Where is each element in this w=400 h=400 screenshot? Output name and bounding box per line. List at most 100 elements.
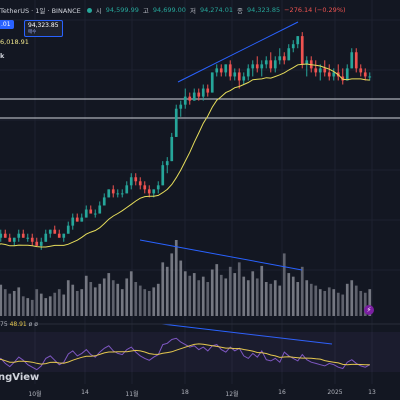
candle-body (233, 72, 237, 77)
candle-body (62, 233, 66, 238)
volume-bar (8, 293, 12, 316)
volume-bar (318, 289, 322, 316)
volume-bar (183, 271, 187, 316)
flash-icon[interactable]: ⚡ (364, 305, 374, 315)
volume-bar (233, 273, 237, 316)
candle-body (260, 64, 264, 69)
volume-bar (332, 289, 336, 316)
volume-bar (165, 266, 169, 316)
candle-body (192, 92, 196, 101)
candle-body (305, 60, 309, 65)
candle-body (57, 233, 61, 238)
x-tick-label: 2025 (327, 389, 343, 396)
rsi-label: 75 48.91 ø ø (0, 321, 38, 328)
volume-bar (57, 289, 61, 316)
volume-bar (228, 266, 232, 316)
candle-body (143, 185, 147, 190)
volume-bar (368, 289, 372, 316)
volume-bar (143, 289, 147, 316)
volume-bar (224, 278, 228, 316)
x-axis: 10월 14 11월 18 12월 16 2025 13 (0, 384, 400, 400)
candle-body (44, 233, 48, 242)
volume-bar (287, 273, 291, 316)
tradingview-logo: ngView (0, 372, 40, 383)
close-key: 종 (237, 7, 244, 15)
volume-bar (75, 290, 79, 316)
candle-body (179, 104, 183, 109)
volume-bar (66, 280, 70, 316)
x-tick-label: 11월 (125, 391, 139, 398)
candle-body (318, 68, 322, 73)
volume-bar (48, 296, 52, 316)
volume-bar (246, 280, 250, 316)
candle-body (188, 96, 192, 101)
change-value: −276.14 (−0.29%) (284, 6, 346, 14)
candle-body (71, 217, 75, 226)
candle-body (354, 52, 358, 69)
volume-bar (206, 282, 210, 316)
volume-bar (314, 285, 318, 316)
volume-bar (89, 282, 93, 316)
volume-bar (269, 283, 273, 316)
volume-bar (125, 278, 129, 316)
candle-body (125, 185, 129, 194)
volume-bar (111, 280, 115, 316)
volume-bar (323, 290, 327, 316)
sell-price-box[interactable]: .01 (0, 20, 14, 29)
volume-bar (242, 276, 246, 316)
candle-body (273, 60, 277, 69)
volume-bar (350, 280, 354, 316)
volume-bar (84, 275, 88, 316)
k-label: k (0, 52, 5, 60)
candle-body (264, 60, 268, 65)
candle-body (323, 68, 327, 73)
volume-bar (296, 282, 300, 316)
candle-body (39, 241, 43, 246)
chart-header: TetherUS · 1일 · BINANCE 시 94,599.99 고 94,6… (0, 3, 346, 17)
candle-body (368, 76, 372, 78)
volume-bar (107, 273, 111, 316)
candle-body (116, 193, 120, 195)
symbol-label: TetherUS · 1일 · BINANCE (0, 7, 81, 15)
volume-bar (305, 280, 309, 316)
candle-body (48, 229, 52, 234)
volume-bar (35, 289, 39, 316)
rsi-line (0, 337, 371, 371)
volume-bar (129, 271, 133, 316)
volume-bar (179, 260, 183, 316)
volume-bar (39, 293, 43, 316)
volume-bar (71, 284, 75, 316)
volume-bar (12, 290, 16, 316)
volume-bar (138, 285, 142, 316)
volume-bar (188, 275, 192, 316)
volume-bar (197, 280, 201, 316)
volume-bar (3, 289, 7, 316)
volume-bar (98, 283, 102, 316)
candle-body (246, 68, 250, 77)
candle-body (165, 161, 169, 166)
volume-bar (359, 290, 363, 316)
volume-bar (363, 292, 367, 316)
candle-body (102, 197, 106, 206)
buy-price-box[interactable]: 94,323.85 매수 (24, 20, 63, 37)
candle-body (35, 241, 39, 246)
trend-line (139, 239, 303, 271)
candle-body (129, 177, 133, 186)
candle-body (12, 237, 16, 242)
buy-price-value: 94,323.85 (28, 22, 59, 29)
candle-body (345, 68, 349, 81)
candle-body (84, 209, 88, 218)
volume-bar (26, 298, 30, 316)
candle-body (291, 44, 295, 49)
rsi-ma-line (0, 343, 370, 366)
volume-bar (215, 264, 219, 316)
candle-body (282, 56, 286, 61)
volume-bar (62, 294, 66, 316)
volume-bar (156, 283, 160, 316)
candle-body (21, 233, 25, 238)
x-tick-label: 18 (181, 389, 189, 396)
candle-body (98, 205, 102, 214)
candle-body (206, 88, 210, 93)
candle-body (26, 237, 30, 239)
